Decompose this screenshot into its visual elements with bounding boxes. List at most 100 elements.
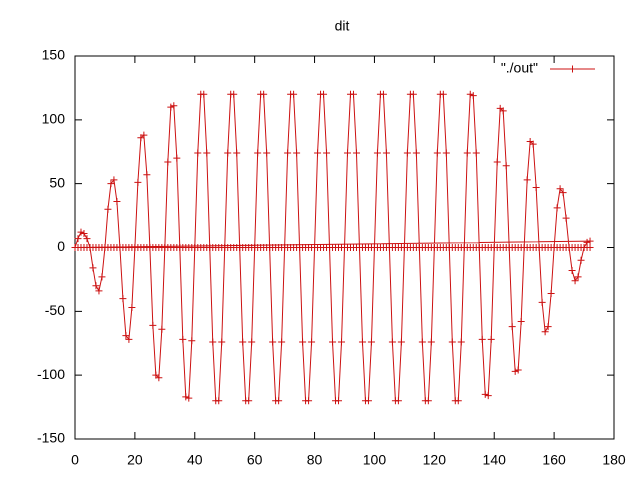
point	[209, 338, 217, 346]
point	[562, 214, 570, 222]
point	[532, 183, 540, 191]
point	[143, 171, 151, 179]
point	[478, 335, 486, 343]
point	[511, 367, 519, 375]
point	[424, 397, 432, 405]
x-tick-label: 40	[187, 452, 203, 468]
point	[290, 90, 298, 98]
point	[248, 338, 256, 346]
point	[448, 338, 456, 346]
point	[367, 338, 375, 346]
point	[239, 338, 247, 346]
y-tick-label: 0	[57, 238, 65, 254]
point	[358, 338, 366, 346]
x-tick-label: 0	[71, 452, 79, 468]
point	[466, 90, 474, 98]
point	[314, 149, 322, 157]
y-tick-label: 50	[49, 174, 65, 190]
point	[335, 397, 343, 405]
point	[439, 90, 447, 98]
point	[158, 325, 166, 333]
point	[418, 338, 426, 346]
x-tick-label: 140	[483, 452, 507, 468]
legend-swatch	[550, 65, 595, 73]
x-tick-label: 60	[247, 452, 263, 468]
point	[412, 149, 420, 157]
x-tick-label: 20	[127, 452, 143, 468]
point	[194, 149, 202, 157]
y-tick-label: -50	[45, 302, 65, 318]
point	[469, 92, 477, 100]
point	[571, 277, 579, 285]
point	[574, 273, 582, 281]
point	[218, 338, 226, 346]
point	[364, 397, 372, 405]
point	[173, 154, 181, 162]
point	[586, 237, 594, 245]
point	[224, 149, 232, 157]
y-tick-label: -150	[37, 430, 65, 446]
point	[275, 397, 283, 405]
point	[553, 204, 561, 212]
point	[556, 185, 564, 193]
point	[164, 158, 172, 166]
point	[403, 149, 411, 157]
point	[77, 228, 85, 236]
point	[122, 332, 130, 340]
point	[134, 178, 142, 186]
point	[308, 338, 316, 346]
point	[538, 298, 546, 306]
point	[388, 338, 396, 346]
point	[140, 131, 148, 139]
point	[215, 397, 223, 405]
point	[502, 162, 510, 170]
point	[233, 149, 241, 157]
point	[263, 149, 271, 157]
point	[305, 397, 313, 405]
point	[329, 338, 337, 346]
point	[457, 338, 465, 346]
point	[481, 390, 489, 398]
point	[382, 149, 390, 157]
point	[394, 397, 402, 405]
point	[320, 90, 328, 98]
point	[245, 397, 253, 405]
point	[269, 338, 277, 346]
point	[409, 90, 417, 98]
point	[517, 318, 525, 326]
point	[278, 338, 286, 346]
point	[113, 198, 121, 206]
point	[167, 103, 175, 111]
point	[323, 149, 331, 157]
point	[559, 189, 567, 197]
point	[568, 266, 576, 274]
point	[74, 235, 82, 243]
point	[80, 229, 88, 237]
point	[373, 149, 381, 157]
point	[547, 289, 555, 297]
point	[230, 90, 238, 98]
point	[544, 323, 552, 331]
point	[95, 287, 103, 295]
point	[125, 335, 133, 343]
point	[203, 149, 211, 157]
point	[487, 335, 495, 343]
point	[128, 304, 136, 312]
point	[427, 338, 435, 346]
point	[299, 338, 307, 346]
chart-title: dit	[335, 18, 350, 34]
point	[514, 366, 522, 374]
point	[442, 149, 450, 157]
point	[508, 323, 516, 331]
x-tick-label: 160	[542, 452, 566, 468]
point	[119, 295, 127, 303]
y-tick-label: 100	[42, 111, 66, 127]
point	[541, 328, 549, 336]
point	[529, 140, 537, 148]
point	[89, 264, 97, 272]
point	[170, 102, 178, 110]
x-tick-label: 120	[423, 452, 447, 468]
legend-label: "./out"	[501, 60, 538, 76]
point	[188, 337, 196, 345]
